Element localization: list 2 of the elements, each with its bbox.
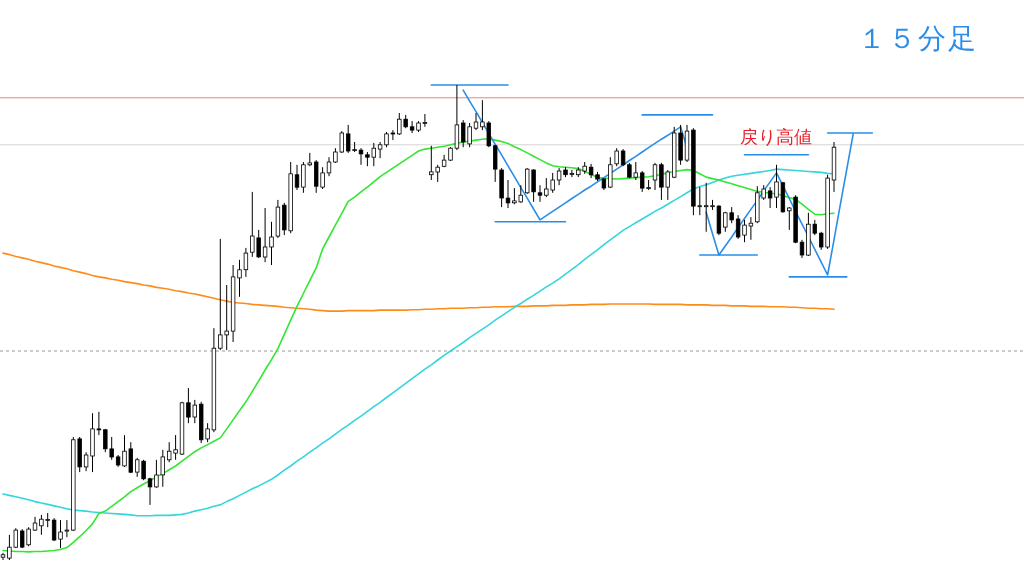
title: １５分足 — [858, 22, 978, 55]
annotation: 戻り高値 — [740, 125, 812, 147]
